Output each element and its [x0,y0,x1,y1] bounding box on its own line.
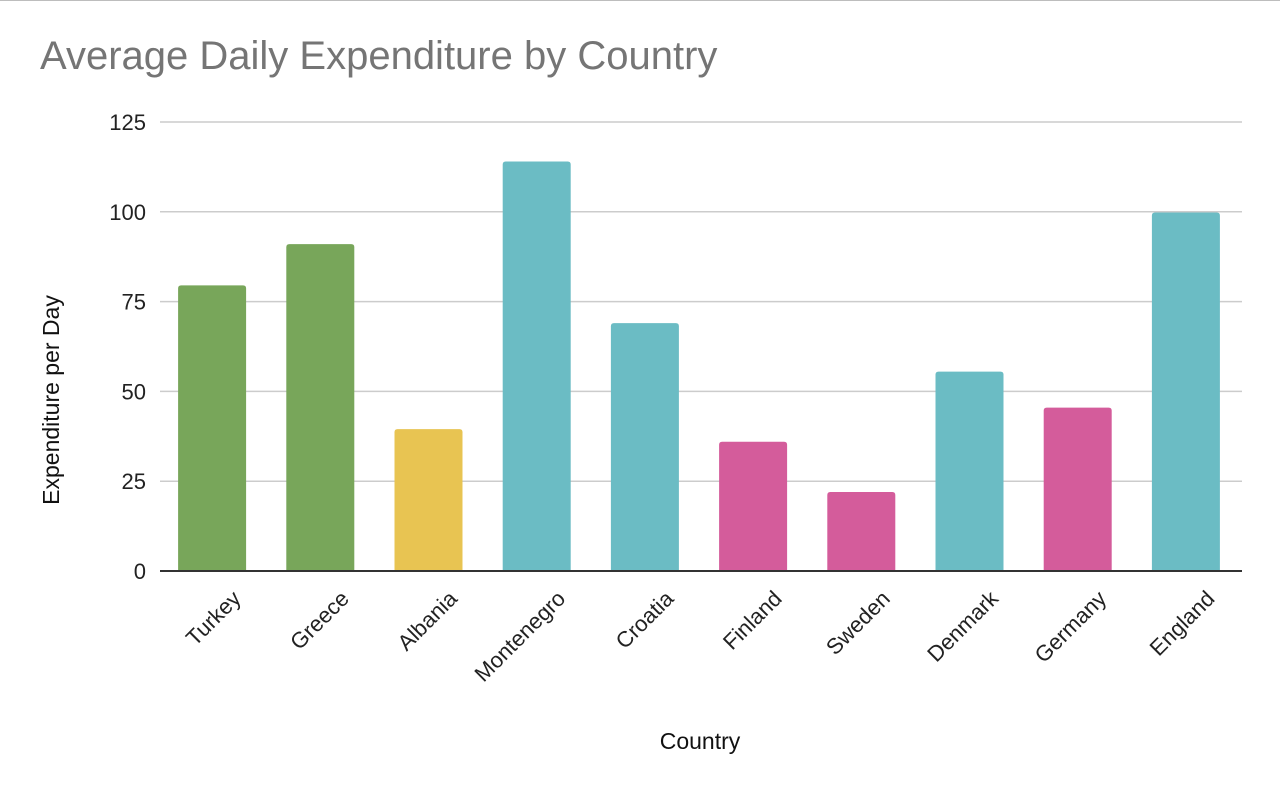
x-tick-label: Greece [285,586,354,655]
x-tick-label: Croatia [611,585,679,653]
bars [178,162,1220,571]
x-tick-label: England [1145,586,1220,661]
x-tick-label: Turkey [181,586,246,651]
bar-germany [1044,408,1112,571]
bar-montenegro [503,162,571,571]
x-tick-label: Sweden [821,586,895,660]
bar-sweden [827,492,895,571]
bar-chart: 0 25 50 75 100 125 Turkey Greece Albania Montene… [0,0,1280,793]
x-tick-label: Denmark [922,585,1003,666]
bar-greece [286,244,354,571]
bar-finland [719,442,787,571]
y-tick-label: 0 [134,559,146,584]
bar-croatia [611,323,679,571]
y-tick-label: 125 [109,110,146,135]
y-tick-labels: 0 25 50 75 100 125 [109,110,146,584]
x-tick-label: Albania [392,585,462,655]
x-tick-labels: Turkey Greece Albania Montenegro Croatia Finl… [181,585,1219,686]
y-tick-label: 50 [122,379,146,404]
y-tick-label: 100 [109,200,146,225]
y-axis-title: Expenditure per Day [38,295,64,505]
bar-denmark [936,372,1004,571]
x-tick-label: Germany [1030,586,1112,668]
bar-england [1152,213,1220,571]
y-tick-label: 25 [122,469,146,494]
y-tick-label: 75 [122,290,146,315]
x-tick-label: Finland [718,586,787,655]
x-tick-label: Montenegro [470,586,571,687]
bar-turkey [178,285,246,571]
bar-albania [395,429,463,571]
x-axis-title: Country [660,728,741,754]
